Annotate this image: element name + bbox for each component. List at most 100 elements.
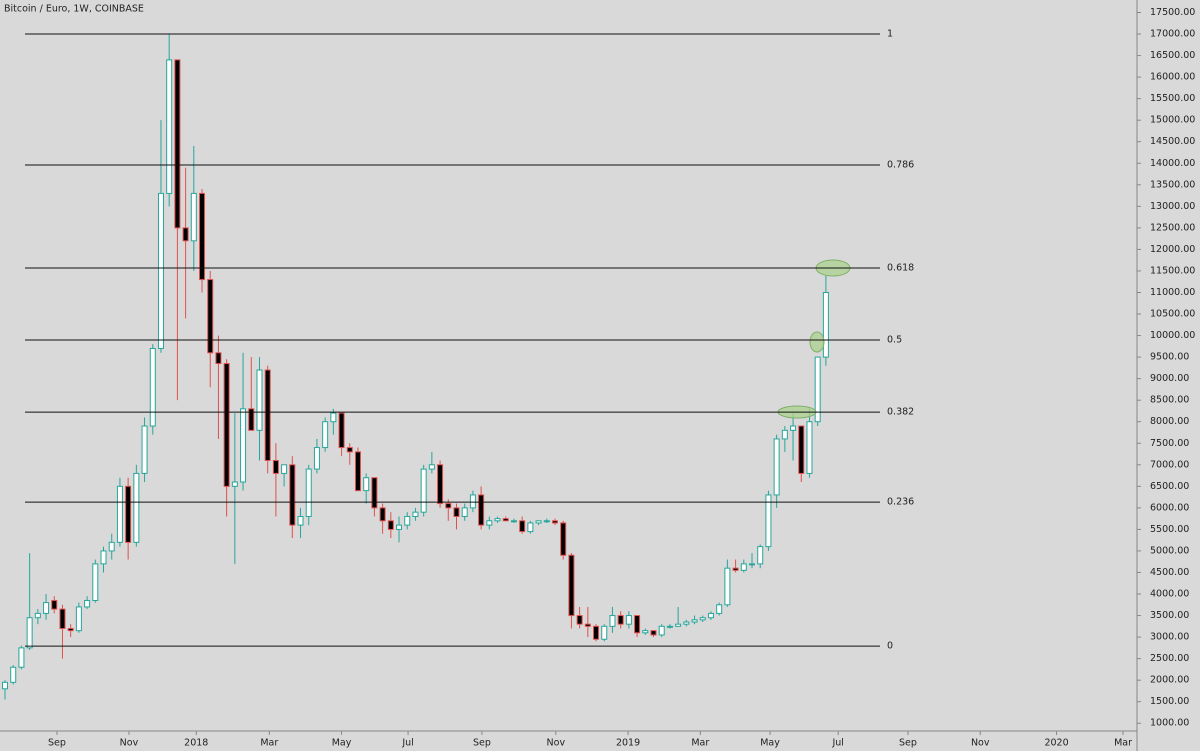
y-tick-label: 6000.00 [1150, 502, 1189, 513]
candle-body [396, 524, 403, 530]
candle-body [798, 425, 805, 474]
candle-body [601, 625, 608, 640]
y-tick-label: 6500.00 [1150, 481, 1189, 492]
candle-body [790, 425, 797, 431]
candle-body [67, 627, 74, 632]
candle-body [100, 550, 107, 565]
candle-body [502, 518, 509, 522]
candle-body [814, 356, 821, 423]
x-tick-label: Mar [260, 738, 278, 749]
fib-label: 0.236 [887, 497, 914, 508]
candle-body [675, 623, 682, 627]
candle-body [699, 617, 706, 621]
candle-body [133, 472, 140, 543]
candle-body [231, 481, 238, 487]
y-tick-label: 16000.00 [1150, 72, 1195, 83]
candle-body [2, 681, 9, 690]
candle-body [305, 468, 312, 517]
candle-body [535, 520, 542, 524]
candle-body [691, 619, 698, 623]
y-tick-label: 3500.00 [1150, 610, 1189, 621]
y-tick-label: 17500.00 [1150, 7, 1195, 18]
y-tick-label: 1500.00 [1150, 696, 1189, 707]
candle-body [822, 291, 829, 358]
y-tick-label: 8000.00 [1150, 416, 1189, 427]
candle-body [51, 599, 58, 610]
candle-body [765, 494, 772, 548]
candle-body [223, 363, 230, 487]
candle-body [289, 464, 296, 526]
candle-body [666, 625, 673, 628]
y-tick-label: 1000.00 [1150, 718, 1189, 729]
candle-body [420, 468, 427, 513]
candle-body [346, 447, 353, 453]
y-tick-label: 4000.00 [1150, 589, 1189, 600]
y-tick-label: 11000.00 [1150, 287, 1195, 298]
y-tick-label: 15000.00 [1150, 115, 1195, 126]
candle-body [806, 421, 813, 474]
candle-body [182, 227, 189, 242]
x-tick-label: May [760, 738, 780, 749]
y-tick-label: 2000.00 [1150, 675, 1189, 686]
candle-body [519, 520, 526, 533]
candle-body [453, 507, 460, 517]
candle-body [749, 563, 756, 566]
y-tick-label: 11500.00 [1150, 265, 1195, 276]
candle-body [609, 615, 616, 627]
candle-body [272, 459, 279, 474]
candle-body [330, 412, 337, 423]
fib-label: 0.786 [887, 160, 914, 171]
candle-body [732, 567, 739, 571]
candle-body [322, 421, 329, 449]
y-tick-label: 14500.00 [1150, 136, 1195, 147]
candle-body [658, 625, 665, 636]
x-tick-label: 2019 [616, 738, 640, 749]
candle-body [568, 554, 575, 617]
candle-body [10, 666, 17, 683]
candle-body [404, 515, 411, 526]
y-tick-label: 5500.00 [1150, 524, 1189, 535]
candle-body [437, 464, 444, 505]
x-tick-label: Mar [691, 738, 709, 749]
candle-body [445, 503, 452, 509]
y-tick-label: 16500.00 [1150, 50, 1195, 61]
candle-body [773, 438, 780, 496]
x-tick-label: Jul [831, 738, 843, 749]
candle-body [190, 192, 197, 242]
candle-body [43, 602, 50, 614]
candle-body [379, 507, 386, 522]
candle-body [527, 522, 534, 533]
y-tick-label: 8500.00 [1150, 395, 1189, 406]
candle-body [428, 464, 435, 470]
fib-label: 1 [887, 29, 893, 40]
candle-body [84, 599, 91, 608]
x-tick-label: May [332, 738, 352, 749]
candle-body [576, 615, 583, 625]
x-tick-label: 2020 [1044, 738, 1068, 749]
candle-body [469, 494, 476, 509]
candle-body [116, 485, 123, 543]
y-tick-label: 12500.00 [1150, 222, 1195, 233]
candle-body [560, 522, 567, 556]
candle-body [707, 612, 714, 619]
y-tick-label: 14000.00 [1150, 158, 1195, 169]
candle-body [494, 518, 501, 522]
candle-body [363, 477, 370, 492]
candle-body [264, 369, 271, 461]
y-tick-label: 17000.00 [1150, 29, 1195, 40]
candle-body [248, 408, 255, 431]
y-tick-label: 13500.00 [1150, 179, 1195, 190]
x-tick-label: Sep [48, 738, 66, 749]
candle-body [281, 464, 288, 474]
x-tick-label: Jul [401, 738, 413, 749]
candle-body [108, 541, 115, 552]
candle-body [650, 630, 657, 636]
y-tick-label: 7500.00 [1150, 438, 1189, 449]
candle-body [584, 623, 591, 627]
y-tick-label: 12000.00 [1150, 244, 1195, 255]
candle-body [387, 520, 394, 530]
candle-body [716, 604, 723, 614]
y-tick-label: 4500.00 [1150, 567, 1189, 578]
chart-title: Bitcoin / Euro, 1W, COINBASE [4, 4, 144, 15]
